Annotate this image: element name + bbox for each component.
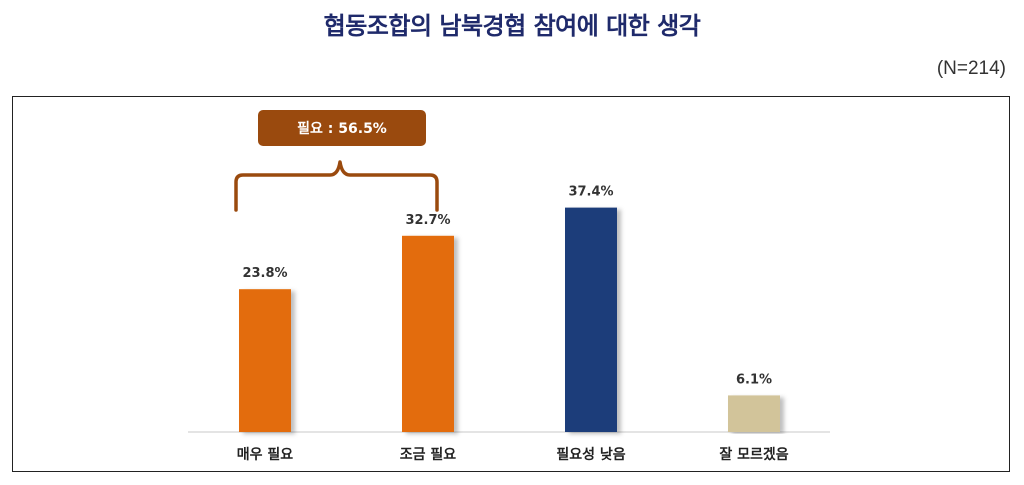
sample-size-label: (N=214) (936, 58, 1006, 79)
annotation-label: 필요 : 56.5% (297, 120, 387, 137)
annotation-box (258, 110, 426, 146)
bar-3 (565, 207, 617, 432)
annotation-brace (234, 160, 439, 212)
bar-4 (728, 395, 780, 432)
bar-2 (402, 235, 454, 432)
need-total-annotation: 필요 : 56.5% (234, 110, 439, 212)
chart-title: 협동조합의 남북경협 참여에 대한 생각 (323, 12, 701, 40)
value-label-2: 32.7% (405, 213, 450, 228)
value-label-3: 37.4% (568, 185, 613, 200)
category-label-1: 매우 필요 (237, 446, 294, 463)
category-label-4: 잘 모르겠음 (719, 446, 788, 463)
chart-frame (12, 96, 1010, 472)
value-label-4: 6.1% (736, 372, 772, 387)
value-label-1: 23.8% (242, 266, 287, 281)
bar-1 (239, 289, 291, 432)
category-label-3: 필요성 낮음 (556, 446, 625, 463)
category-label-2: 조금 필요 (400, 446, 457, 463)
